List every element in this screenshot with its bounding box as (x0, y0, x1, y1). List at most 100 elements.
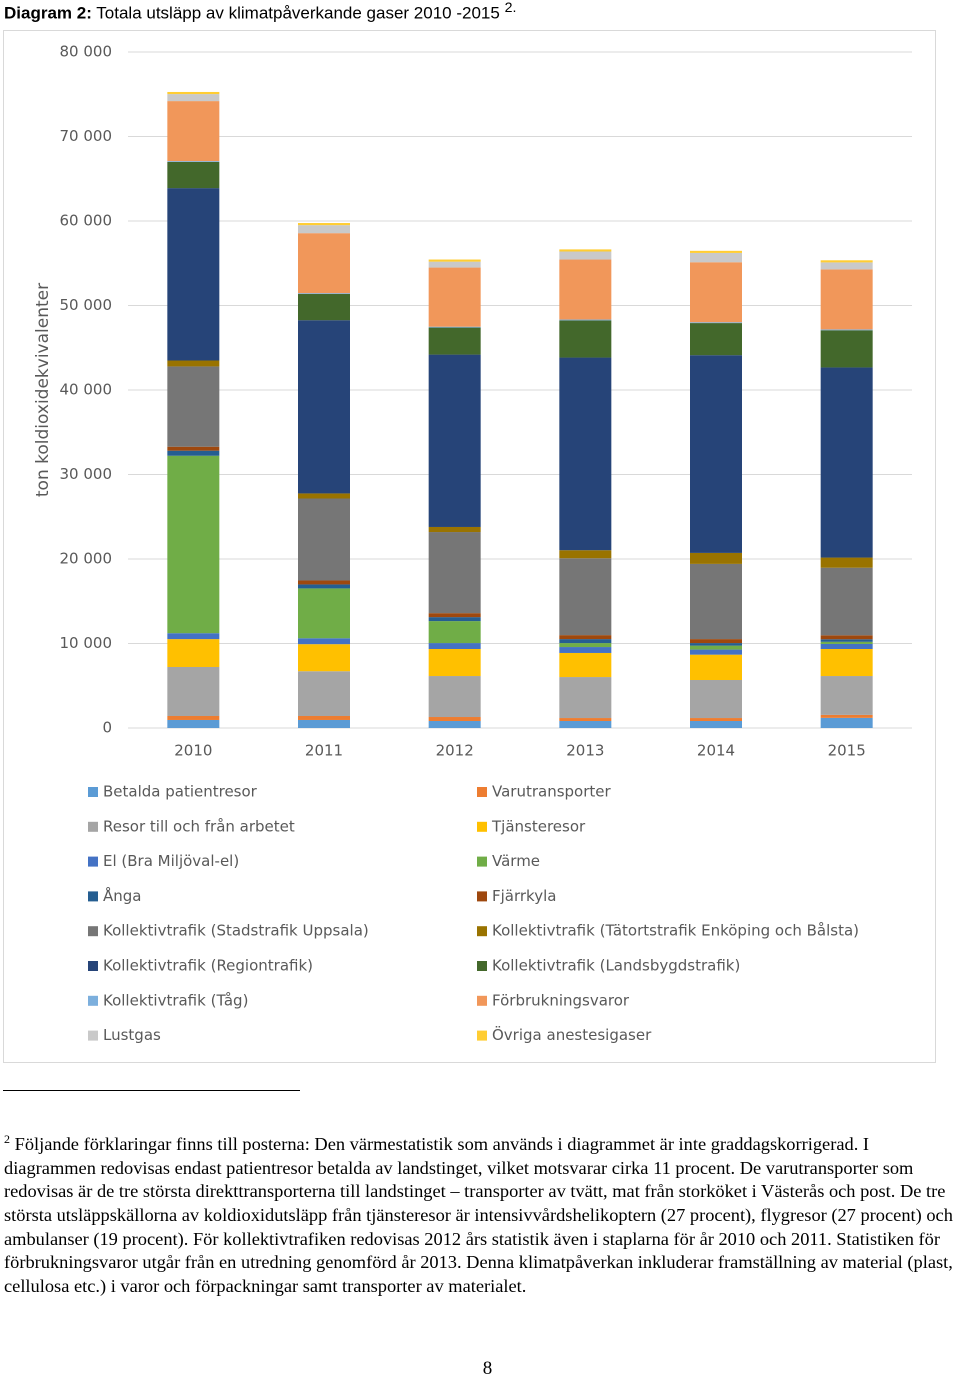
legend-swatch (477, 1030, 487, 1041)
bar-segment (559, 558, 612, 636)
bar-segment (820, 639, 873, 642)
bar-segment (559, 259, 612, 320)
bar-segment (690, 720, 742, 728)
bar-segment (167, 161, 220, 162)
bar-segment (167, 188, 220, 361)
bar-segment (820, 641, 873, 644)
bar-segment (428, 259, 481, 262)
bar-segment (690, 643, 742, 646)
bar-segment (559, 643, 612, 648)
bar-segment (559, 647, 612, 653)
bar-segment (559, 639, 612, 644)
x-tick-label: 2010 (174, 742, 212, 760)
footnote-marker: 2 (4, 1132, 10, 1146)
legend-swatch (88, 821, 98, 832)
bar-segment (820, 260, 873, 263)
y-tick-label: 10 000 (60, 634, 113, 652)
bar-segment (559, 319, 612, 321)
legend-label: Värme (492, 852, 540, 870)
legend-swatch (88, 787, 98, 797)
legend-label: Tjänsteresor (491, 817, 586, 835)
bar-segment (690, 563, 742, 640)
bar-segment (167, 716, 220, 720)
y-axis-title: ton koldioxidekvivalenter (33, 283, 53, 497)
bar-segment (298, 225, 350, 234)
legend-label: Kollektivtrafik (Regiontrafik) (103, 957, 313, 975)
bar-segment (428, 526, 481, 533)
footnote-text: Följande förklaringar finns till postern… (4, 1134, 953, 1296)
bar-segment (820, 648, 873, 677)
legend-label: Betalda patientresor (103, 783, 258, 801)
bar-segment (167, 94, 220, 102)
legend-swatch (88, 1030, 98, 1041)
bar-segment (559, 357, 612, 551)
legend-swatch (88, 961, 98, 971)
bar-segment (820, 329, 873, 331)
x-tick-label: 2012 (436, 742, 474, 760)
bar-segment (298, 233, 350, 294)
bar-segment (298, 493, 350, 499)
bar-segment (820, 367, 873, 558)
legend-swatch (477, 856, 487, 867)
bar-segment (428, 532, 481, 614)
legend-swatch (477, 891, 487, 902)
bar-segment (820, 717, 873, 728)
bar-segment (690, 639, 742, 644)
bar-segment (428, 643, 481, 649)
legend-swatch (477, 926, 487, 937)
bar-segment (690, 322, 742, 324)
bar-segment (820, 676, 873, 715)
bar-segment (298, 644, 350, 672)
page-number: 8 (482, 1358, 493, 1379)
legend-swatch (88, 995, 98, 1006)
bar-segment (559, 550, 612, 559)
bar-segment (298, 719, 350, 728)
y-tick-label: 0 (102, 719, 112, 737)
bar-segment (298, 716, 350, 720)
legend-swatch (477, 821, 487, 832)
bar-segment (167, 446, 220, 451)
bar-segment (428, 648, 481, 677)
y-tick-label: 80 000 (60, 43, 113, 61)
legend-label: Resor till och från arbetet (103, 817, 295, 835)
bar-segment (690, 645, 742, 650)
bar-segment (428, 261, 481, 268)
bar-segment (167, 360, 220, 367)
x-tick-label: 2011 (305, 742, 343, 760)
bar-segment (690, 649, 742, 655)
bar-segment (690, 654, 742, 681)
bar-segment (559, 718, 612, 721)
bar-segment (559, 720, 612, 728)
legend-swatch (88, 856, 98, 867)
chart: ton koldioxidekvivalenter 0 10 000 20 000 3… (3, 30, 936, 1063)
bar-segment (167, 633, 220, 640)
bar-segment (428, 267, 481, 327)
legend-label: Kollektivtrafik (Stadstrafik Uppsala) (103, 922, 369, 940)
bar-segment (559, 677, 612, 719)
bar-segment (167, 161, 220, 189)
bar-segment (559, 320, 612, 358)
y-tick-label: 30 000 (60, 465, 113, 483)
legend-swatch (477, 961, 487, 971)
bar-segment (428, 717, 481, 721)
y-tick-label: 20 000 (60, 550, 113, 568)
footnote: 2 Följande förklaringar finns till poste… (4, 1128, 960, 1298)
legend-label: Förbrukningsvaror (492, 991, 630, 1009)
bar-segment (820, 557, 873, 568)
bar-segment (167, 639, 220, 667)
legend-swatch (477, 995, 487, 1006)
bar-segment (298, 293, 350, 295)
x-tick-label: 2013 (566, 742, 604, 760)
legend-label: Fjärrkyla (492, 887, 556, 905)
bar-segment (690, 680, 742, 719)
bar-segment (428, 613, 481, 618)
bar-segment (298, 584, 350, 589)
bar-segment (167, 455, 220, 634)
bar-segment (167, 666, 220, 717)
legend-swatch (88, 926, 98, 937)
bar-segment (820, 635, 873, 640)
bar-segment (428, 354, 481, 527)
bar-segment (167, 719, 220, 728)
caption-title: Totala utsläpp av klimatpåverkande gaser… (96, 3, 500, 23)
